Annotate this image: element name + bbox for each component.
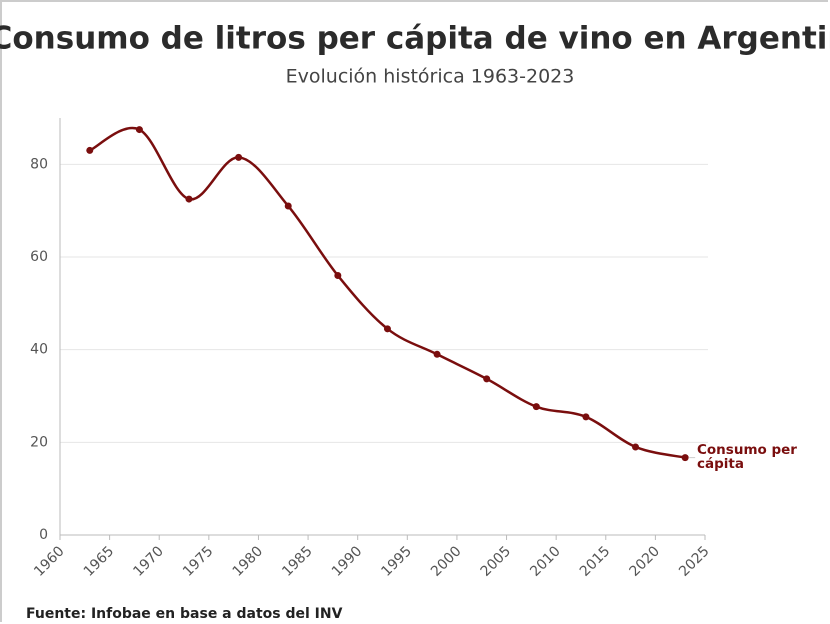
- x-tick-label: 1980: [230, 543, 267, 580]
- chart-subtitle: Evolución histórica 1963-2023: [286, 66, 575, 88]
- x-tick-label: 2000: [428, 543, 465, 580]
- x-tick-label: 1990: [329, 543, 366, 580]
- point: [185, 195, 193, 203]
- x-tick-label: 2015: [577, 543, 614, 580]
- x-tick-label: 1985: [279, 543, 316, 580]
- x-tick-label: 2010: [527, 543, 564, 580]
- y-tick-label: 20: [30, 434, 48, 450]
- x-tick-label: 1995: [378, 543, 415, 580]
- source: Fuente: Infobae en base a datos del INV: [26, 606, 343, 622]
- point: [433, 350, 441, 358]
- point: [582, 413, 590, 421]
- point: [135, 126, 143, 134]
- point: [235, 153, 243, 161]
- x-tick-label: 1975: [180, 543, 217, 580]
- point: [681, 454, 689, 462]
- point: [532, 403, 540, 411]
- y-tick-label: 80: [30, 156, 48, 172]
- point: [284, 202, 292, 210]
- series-label: Consumo per cápita: [697, 442, 797, 472]
- line: [89, 126, 686, 459]
- point: [334, 272, 342, 280]
- x-tick-label: 1965: [81, 543, 118, 580]
- y-tick-label: 60: [30, 249, 48, 265]
- point: [632, 443, 640, 451]
- chart-title: Consumo de litros per cápita de vino en …: [0, 21, 830, 57]
- x-tick-label: 1970: [130, 543, 167, 580]
- x-tick-label: 1960: [31, 543, 68, 580]
- y-tick-label: 0: [39, 527, 48, 543]
- point: [483, 375, 491, 383]
- point: [86, 146, 94, 154]
- point: [383, 325, 391, 333]
- x-tick-label: 2005: [478, 543, 515, 580]
- x-tick-label: 2020: [627, 543, 664, 580]
- x-tick-label: 2025: [676, 543, 713, 580]
- y-tick-label: 40: [30, 342, 48, 358]
